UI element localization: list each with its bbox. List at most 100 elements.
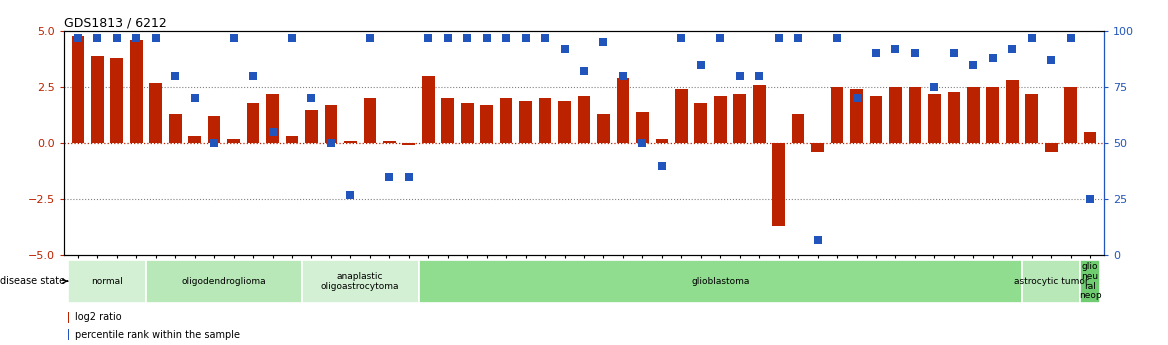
Bar — [345, 141, 356, 143]
Point — [595, 39, 613, 45]
Bar — [1045, 143, 1057, 152]
Point — [186, 96, 204, 101]
Text: disease state: disease state — [0, 276, 68, 286]
Point — [380, 174, 398, 179]
Bar — [325, 105, 338, 143]
Bar — [675, 89, 688, 143]
Bar — [967, 87, 980, 143]
Point — [107, 35, 126, 40]
Point — [166, 73, 185, 79]
Bar — [500, 98, 513, 143]
Point — [458, 35, 477, 40]
Point — [770, 35, 788, 40]
Bar — [578, 96, 590, 143]
Bar — [71, 36, 84, 143]
Point — [399, 174, 418, 179]
Point — [263, 129, 281, 135]
Point — [847, 96, 865, 101]
Bar — [792, 114, 805, 143]
Bar — [68, 312, 69, 323]
Point — [419, 35, 438, 40]
Bar — [422, 76, 434, 143]
Bar — [1064, 87, 1077, 143]
Point — [983, 55, 1002, 61]
Point — [711, 35, 730, 40]
Bar — [947, 92, 960, 143]
Bar — [637, 112, 648, 143]
Bar — [830, 87, 843, 143]
Text: anaplastic
oligoastrocytoma: anaplastic oligoastrocytoma — [321, 272, 399, 290]
Point — [341, 192, 360, 197]
Point — [1062, 35, 1080, 40]
Bar — [442, 98, 454, 143]
Bar — [363, 98, 376, 143]
Text: percentile rank within the sample: percentile rank within the sample — [75, 330, 241, 339]
Bar — [734, 94, 746, 143]
Text: GDS1813 / 6212: GDS1813 / 6212 — [64, 17, 167, 30]
Point — [633, 140, 652, 146]
Point — [808, 237, 827, 242]
Bar — [850, 89, 863, 143]
Point — [146, 35, 165, 40]
Bar — [538, 98, 551, 143]
Bar — [383, 141, 396, 143]
Bar — [772, 143, 785, 226]
Point — [575, 69, 593, 74]
Point — [788, 35, 807, 40]
Point — [867, 51, 885, 56]
Point — [244, 73, 263, 79]
Point — [224, 35, 243, 40]
Text: astrocytic tumor: astrocytic tumor — [1014, 277, 1089, 286]
Bar — [266, 94, 279, 143]
Point — [361, 35, 380, 40]
Point — [613, 73, 632, 79]
Bar — [418, 260, 1022, 303]
Point — [1022, 35, 1041, 40]
Point — [1042, 57, 1061, 63]
Bar — [695, 103, 707, 143]
Point — [204, 140, 223, 146]
Bar — [909, 87, 922, 143]
Bar — [929, 94, 940, 143]
Bar — [1022, 260, 1080, 303]
Text: normal: normal — [91, 277, 123, 286]
Point — [283, 35, 301, 40]
Bar — [228, 139, 239, 143]
Point — [750, 73, 769, 79]
Point — [88, 35, 106, 40]
Point — [905, 51, 924, 56]
Bar — [617, 78, 630, 143]
Bar — [480, 105, 493, 143]
Point — [555, 46, 573, 52]
Bar — [889, 87, 902, 143]
Bar — [714, 96, 726, 143]
Bar — [208, 116, 221, 143]
Text: glioblastoma: glioblastoma — [691, 277, 750, 286]
Point — [887, 46, 905, 52]
Point — [730, 73, 749, 79]
Bar — [870, 96, 882, 143]
Bar — [1084, 132, 1097, 143]
Point — [321, 140, 340, 146]
Bar — [558, 101, 571, 143]
Bar — [150, 82, 162, 143]
Bar — [812, 143, 823, 152]
Bar — [461, 103, 473, 143]
Point — [303, 96, 321, 101]
Point — [1003, 46, 1022, 52]
Bar — [130, 40, 142, 143]
Point — [964, 62, 982, 68]
Point — [127, 35, 146, 40]
Text: oligodendroglioma: oligodendroglioma — [181, 277, 266, 286]
Text: log2 ratio: log2 ratio — [75, 313, 121, 322]
Bar — [305, 110, 318, 143]
Bar — [286, 137, 298, 143]
Point — [945, 51, 964, 56]
Point — [691, 62, 710, 68]
Bar — [246, 103, 259, 143]
Bar — [753, 85, 765, 143]
Bar — [1026, 94, 1038, 143]
Point — [828, 35, 847, 40]
Bar — [520, 101, 531, 143]
Point — [496, 35, 515, 40]
